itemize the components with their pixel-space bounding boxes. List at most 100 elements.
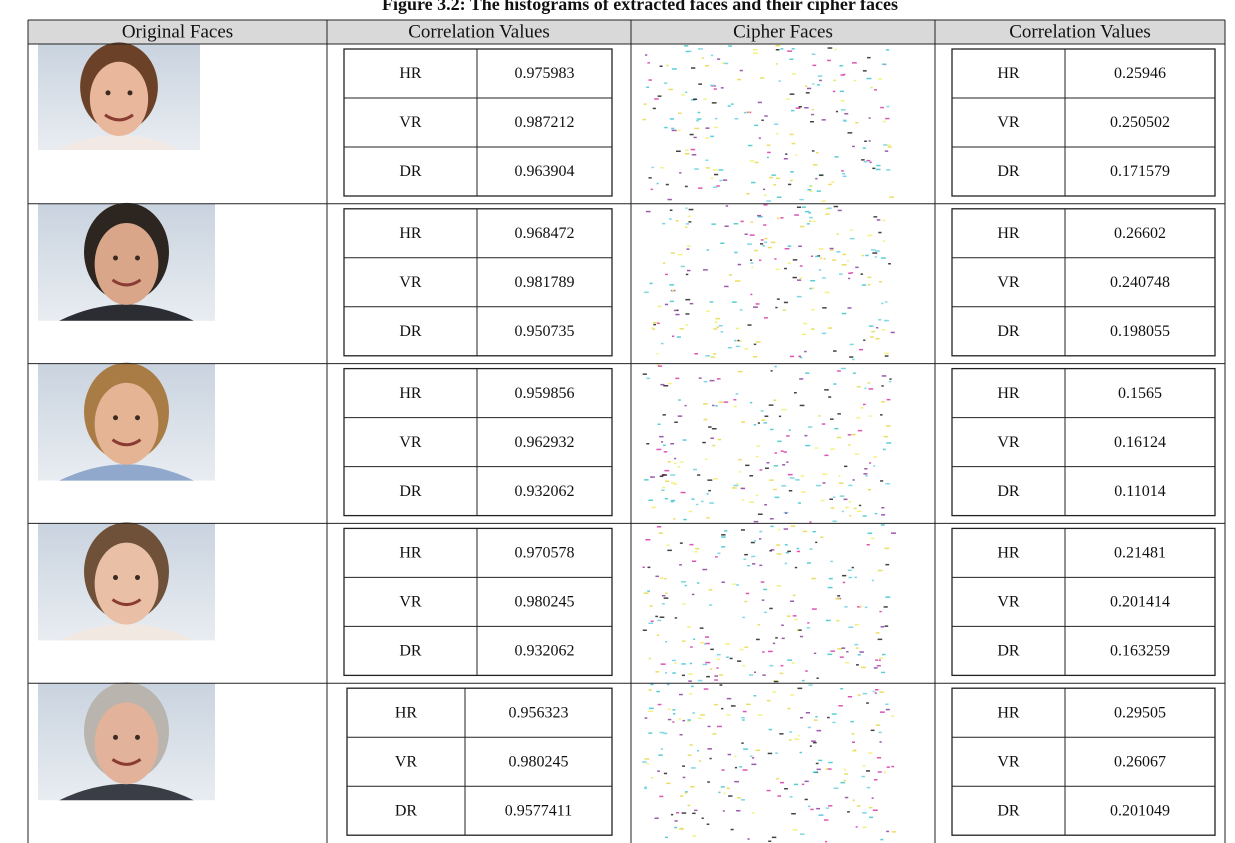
noise-dot — [810, 191, 813, 193]
noise-dot — [855, 624, 859, 626]
noise-dot — [680, 795, 683, 797]
noise-dot — [731, 829, 734, 831]
noise-dot — [647, 763, 650, 765]
noise-dot — [810, 280, 815, 282]
noise-dot — [679, 172, 681, 174]
noise-dot — [692, 561, 696, 563]
noise-dot — [764, 238, 767, 240]
noise-dot — [840, 495, 845, 497]
noise-dot — [751, 556, 755, 558]
noise-dot — [785, 563, 787, 565]
noise-dot — [668, 89, 673, 91]
noise-dot — [749, 501, 754, 503]
noise-dot — [716, 185, 719, 187]
noise-dot — [760, 243, 763, 245]
noise-dot — [722, 582, 725, 584]
noise-dot — [785, 544, 788, 546]
noise-dot — [796, 630, 798, 632]
noise-dot — [715, 405, 718, 407]
noise-dot — [792, 73, 796, 75]
noise-dot — [843, 120, 846, 122]
noise-dot — [646, 211, 651, 213]
noise-dot — [703, 98, 706, 100]
noise-dot — [774, 465, 778, 467]
noise-dot — [754, 695, 757, 697]
noise-dot — [664, 470, 669, 472]
noise-dot — [811, 287, 814, 289]
photo-eye — [135, 735, 140, 740]
noise-dot — [764, 612, 767, 614]
noise-dot — [672, 290, 674, 292]
noise-dot — [825, 213, 829, 215]
noise-dot — [702, 569, 707, 571]
noise-dot — [856, 647, 859, 649]
photo-eye — [113, 575, 118, 580]
noise-dot — [660, 732, 665, 734]
noise-dot — [863, 473, 867, 475]
noise-dot — [687, 270, 691, 272]
metric-label: VR — [395, 753, 418, 770]
noise-dot — [861, 667, 866, 669]
header-label: Original Faces — [122, 21, 233, 42]
noise-dot — [885, 596, 890, 598]
noise-dot — [804, 107, 808, 109]
noise-dot — [777, 441, 781, 443]
noise-dot — [767, 462, 770, 464]
noise-dot — [881, 385, 883, 387]
noise-dot — [661, 748, 663, 750]
noise-dot — [778, 529, 780, 531]
noise-dot — [660, 167, 663, 169]
noise-dot — [702, 818, 704, 820]
noise-dot — [788, 474, 793, 476]
face-photo — [38, 203, 215, 321]
noise-dot — [875, 250, 880, 252]
noise-dot — [702, 57, 704, 59]
noise-dot — [691, 686, 694, 688]
noise-dot — [648, 623, 653, 625]
noise-dot — [666, 783, 670, 785]
noise-dot — [805, 670, 808, 672]
noise-dot — [646, 378, 650, 380]
noise-dot — [767, 157, 769, 159]
noise-dot — [727, 698, 731, 700]
noise-dot — [883, 449, 886, 451]
noise-dot — [800, 636, 803, 638]
noise-dot — [738, 371, 743, 373]
noise-dot — [795, 567, 797, 569]
noise-dot — [691, 67, 695, 69]
noise-dot — [863, 515, 867, 517]
metric-label: DR — [997, 163, 1020, 180]
noise-dot — [843, 582, 845, 584]
noise-dot — [845, 662, 849, 664]
noise-dot — [658, 424, 661, 426]
metric-label: VR — [997, 753, 1020, 770]
noise-dot — [880, 711, 885, 713]
noise-dot — [838, 705, 842, 707]
noise-dot — [844, 113, 848, 115]
noise-dot — [712, 733, 716, 735]
noise-dot — [805, 372, 809, 374]
noise-dot — [717, 378, 721, 380]
noise-dot — [714, 675, 718, 677]
noise-dot — [800, 226, 805, 228]
noise-dot — [793, 277, 797, 279]
noise-dot — [698, 83, 702, 85]
metric-label: DR — [997, 643, 1020, 660]
noise-dot — [885, 704, 888, 706]
noise-dot — [856, 826, 858, 828]
noise-dot — [732, 487, 737, 489]
noise-dot — [644, 592, 649, 594]
noise-dot — [776, 49, 780, 51]
noise-dot — [707, 781, 710, 783]
noise-dot — [774, 258, 776, 260]
noise-dot — [863, 693, 867, 695]
noise-dot — [811, 328, 815, 330]
noise-dot — [781, 625, 784, 627]
noise-dot — [721, 534, 725, 536]
noise-dot — [834, 206, 838, 208]
noise-dot — [868, 382, 871, 384]
noise-dot — [742, 719, 745, 721]
noise-dot — [690, 663, 692, 665]
noise-dot — [885, 355, 889, 357]
noise-dot — [751, 267, 753, 269]
